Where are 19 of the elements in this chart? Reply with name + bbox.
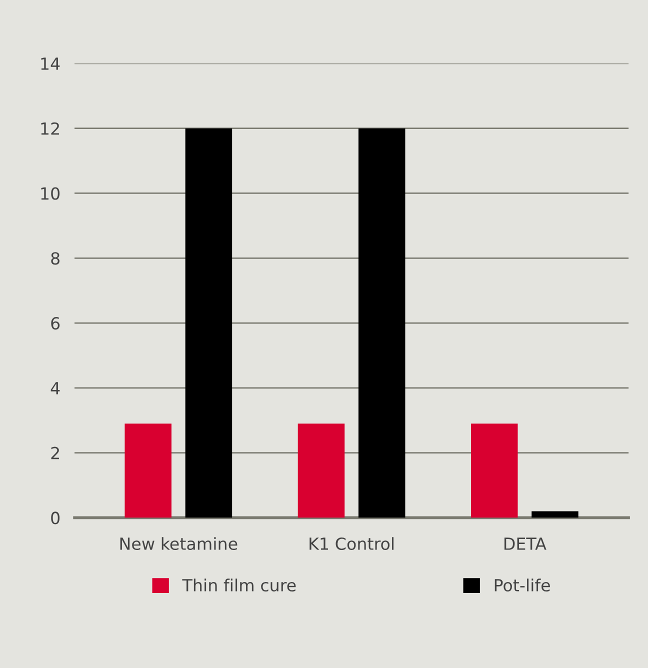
bar [124,424,172,518]
legend-label: Thin film cure [182,578,296,592]
y-tick-label: 4 [50,382,60,394]
y-tick-label: 10 [41,187,60,200]
y-tick-label: 12 [41,122,59,135]
bar [358,128,406,518]
y-tick-label: 2 [51,446,59,460]
x-tick-label: DETA [504,538,546,550]
x-tick-label: New ketamine [120,537,238,550]
y-tick-label: 8 [51,252,60,265]
bar [298,424,345,518]
x-tick-label: K1 Control [310,537,394,550]
bar [532,511,578,518]
y-tick-label: 6 [51,316,60,330]
y-tick-label: 14 [41,58,60,70]
bar [471,424,518,518]
y-tick-label: 0 [51,512,60,524]
bar [185,128,232,518]
legend-label: Pot-life [494,578,550,592]
